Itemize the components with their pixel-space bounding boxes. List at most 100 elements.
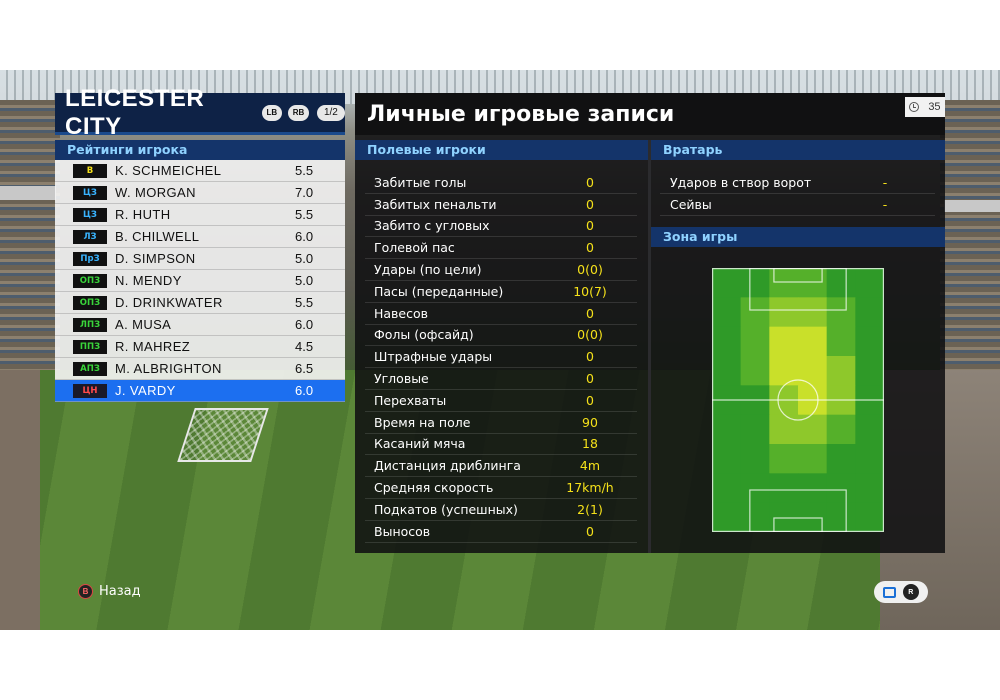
stat-row: Голевой пас 0 <box>365 237 637 260</box>
stat-label: Штрафные удары <box>374 349 493 365</box>
heatmap-cell <box>712 414 742 445</box>
heatmap-cell <box>712 326 742 357</box>
stat-label: Дистанция дриблинга <box>374 458 521 474</box>
player-row[interactable]: ОПЗ D. DRINKWATER 5.5 <box>55 292 345 314</box>
heatmap-cell <box>712 473 742 504</box>
stat-value: 0 <box>586 240 594 256</box>
position-badge: ОПЗ <box>73 295 107 310</box>
heatmap-cell <box>769 326 799 357</box>
stand-right <box>940 100 1000 400</box>
player-row[interactable]: ЦН J. VARDY 6.0 <box>55 380 345 402</box>
player-row[interactable]: В K. SCHMEICHEL 5.5 <box>55 160 345 182</box>
stat-value: 0 <box>586 392 594 408</box>
lb-button-icon[interactable]: LB <box>261 104 283 121</box>
heatmap-cell <box>769 297 799 328</box>
player-row[interactable]: ПрЗ D. SIMPSON 5.0 <box>55 248 345 270</box>
player-name: M. ALBRIGHTON <box>115 361 222 376</box>
stat-value: 18 <box>582 436 598 452</box>
stat-row: Забитых пенальти 0 <box>365 194 637 216</box>
panel-divider <box>648 140 651 553</box>
heatmap-cell <box>740 356 770 386</box>
player-rating: 5.0 <box>295 273 314 288</box>
ratings-header: Рейтинги игрока <box>55 140 345 160</box>
stat-value: 0 <box>586 371 594 387</box>
player-rating: 6.0 <box>295 383 314 398</box>
stat-value: 90 <box>582 414 598 430</box>
bottom-penalty-box <box>749 489 847 532</box>
chat-controls[interactable]: R <box>874 581 928 603</box>
position-badge: В <box>73 163 107 178</box>
player-name: D. DRINKWATER <box>115 295 223 310</box>
rs-button-icon[interactable]: R <box>902 584 919 600</box>
stat-row: Средняя скорость 17km/h <box>365 477 637 499</box>
player-rating: 5.5 <box>295 207 314 222</box>
gk-stat-label: Сейвы <box>670 197 712 212</box>
top-goal-box <box>773 268 823 283</box>
stat-label: Угловые <box>374 371 429 387</box>
stat-row: Перехваты 0 <box>365 390 637 412</box>
goalkeeper-stats-list: Ударов в створ ворот - Сейвы - <box>660 172 935 216</box>
heatmap-cell <box>712 297 742 328</box>
player-row[interactable]: ЦЗ W. MORGAN 7.0 <box>55 182 345 204</box>
player-rating: 7.0 <box>295 185 314 200</box>
player-name: K. SCHMEICHEL <box>115 163 222 178</box>
clock-icon <box>909 102 920 112</box>
back-label: Назад <box>99 584 141 599</box>
stat-row: Фолы (офсайд) 0(0) <box>365 325 637 347</box>
position-badge: АПЗ <box>73 361 107 376</box>
heatmap-cell <box>826 297 856 328</box>
stat-label: Время на поле <box>374 414 471 430</box>
heatmap-cell <box>798 297 828 328</box>
position-badge: ПрЗ <box>73 251 107 266</box>
heatmap-cell <box>826 268 856 298</box>
heatmap-cell <box>855 473 884 504</box>
player-row[interactable]: ЛЗ B. CHILWELL 6.0 <box>55 226 345 248</box>
top-penalty-box <box>749 268 847 311</box>
stat-label: Удары (по цели) <box>374 262 482 278</box>
stat-row: Штрафные удары 0 <box>365 346 637 369</box>
stat-label: Касаний мяча <box>374 436 466 452</box>
back-hint[interactable]: B Назад <box>78 584 141 599</box>
heatmap-cell <box>798 356 828 386</box>
timer: 35 <box>905 97 945 117</box>
heatmap-cell <box>826 473 856 504</box>
heatmap-cell <box>798 326 828 357</box>
heatmap-cell <box>826 444 856 474</box>
player-row[interactable]: ППЗ R. MAHREZ 4.5 <box>55 336 345 358</box>
player-rating: 4.5 <box>295 339 314 354</box>
position-badge: ЦЗ <box>73 207 107 222</box>
stat-label: Навесов <box>374 305 429 321</box>
player-name: B. CHILWELL <box>115 229 200 244</box>
stat-value: 0 <box>586 305 594 321</box>
b-button-icon[interactable]: B <box>78 584 93 599</box>
player-row[interactable]: АПЗ M. ALBRIGHTON 6.5 <box>55 358 345 380</box>
heatmap-cell <box>740 268 770 298</box>
stat-row: Дистанция дриблинга 4m <box>365 455 637 478</box>
heatmap-cell <box>798 502 828 532</box>
player-row[interactable]: ЛПЗ A. MUSA 6.0 <box>55 314 345 336</box>
stat-value: 0(0) <box>577 327 603 343</box>
ad-board-left <box>0 186 56 200</box>
heatmap-cell <box>826 326 856 357</box>
position-badge: ЛПЗ <box>73 317 107 332</box>
heatmap-cell <box>855 414 884 445</box>
stat-row: Выносов 0 <box>365 521 637 543</box>
heatmap-cell <box>712 444 742 474</box>
rb-button-icon[interactable]: RB <box>288 104 309 121</box>
player-name: N. MENDY <box>115 273 182 288</box>
stat-value: 0 <box>586 349 594 365</box>
player-name: A. MUSA <box>115 317 172 332</box>
stat-row: Навесов 0 <box>365 303 637 325</box>
position-badge: ЛЗ <box>73 229 107 244</box>
chat-icon[interactable] <box>883 586 897 598</box>
stat-value: 0 <box>586 218 594 234</box>
player-row[interactable]: ЦЗ R. HUTH 5.5 <box>55 204 345 226</box>
heatmap-cell <box>855 356 884 386</box>
heatmap-cell <box>769 473 799 504</box>
stat-value: 10(7) <box>573 283 607 299</box>
heatmap-cell <box>740 326 770 357</box>
heatmap-cell <box>740 502 770 532</box>
player-rating: 6.0 <box>295 317 314 332</box>
stat-value: 4m <box>579 458 601 474</box>
player-row[interactable]: ОПЗ N. MENDY 5.0 <box>55 270 345 292</box>
